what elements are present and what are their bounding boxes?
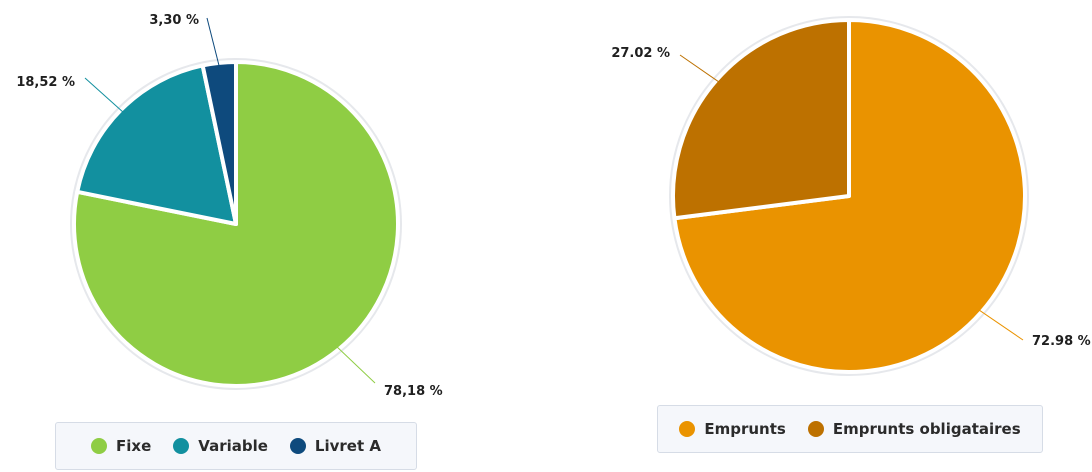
data-label-livret-a: 3,30 % [149, 13, 199, 28]
legend-label-emprunts-obligataires: Emprunts obligataires [832, 420, 1021, 438]
legend-swatch-variable [173, 438, 190, 454]
legend-label-emprunts: Emprunts [704, 420, 786, 438]
pie-slice-fixe[interactable] [72, 60, 400, 388]
legend-label-variable: Variable [198, 437, 268, 455]
data-label-emprunts: 72.98 % [1032, 334, 1091, 349]
connector-livret-a [206, 17, 221, 69]
legend-chart-1: Fixe Variable Livret A [55, 422, 417, 470]
legend-item-fixe[interactable]: Fixe [91, 437, 151, 455]
legend-item-emprunts[interactable]: Emprunts [679, 420, 786, 438]
connector-fixe [334, 344, 376, 384]
legend-swatch-livret-a [289, 438, 306, 454]
data-label-emprunts-obligataires: 27.02 % [611, 46, 670, 61]
legend-item-livret-a[interactable]: Livret A [289, 437, 381, 455]
pie-chart-2: 72.98 % 27.02 % [611, 16, 1091, 376]
data-label-variable: 18,52 % [16, 75, 75, 90]
pie-slice-livret-a[interactable] [200, 60, 238, 226]
pie-chart-1: 78,18 % 18,52 % 3,30 % [16, 13, 442, 399]
legend-swatch-emprunts [679, 421, 696, 437]
legend-swatch-emprunts-obligataires [807, 421, 824, 437]
connector-variable [84, 77, 126, 115]
connector-emprunts [976, 307, 1024, 341]
legend-chart-2: Emprunts Emprunts obligataires [657, 405, 1043, 453]
legend-label-livret-a: Livret A [314, 437, 381, 455]
legend-item-emprunts-obligataires[interactable]: Emprunts obligataires [807, 420, 1021, 438]
legend-item-variable[interactable]: Variable [173, 437, 268, 455]
legend-label-fixe: Fixe [116, 437, 152, 455]
pie-slice-emprunts-obligataires[interactable] [671, 18, 851, 221]
legend-swatch-fixe [91, 438, 108, 454]
connector-emprunts-obligataires [679, 54, 722, 85]
data-label-fixe: 78,18 % [384, 384, 443, 399]
